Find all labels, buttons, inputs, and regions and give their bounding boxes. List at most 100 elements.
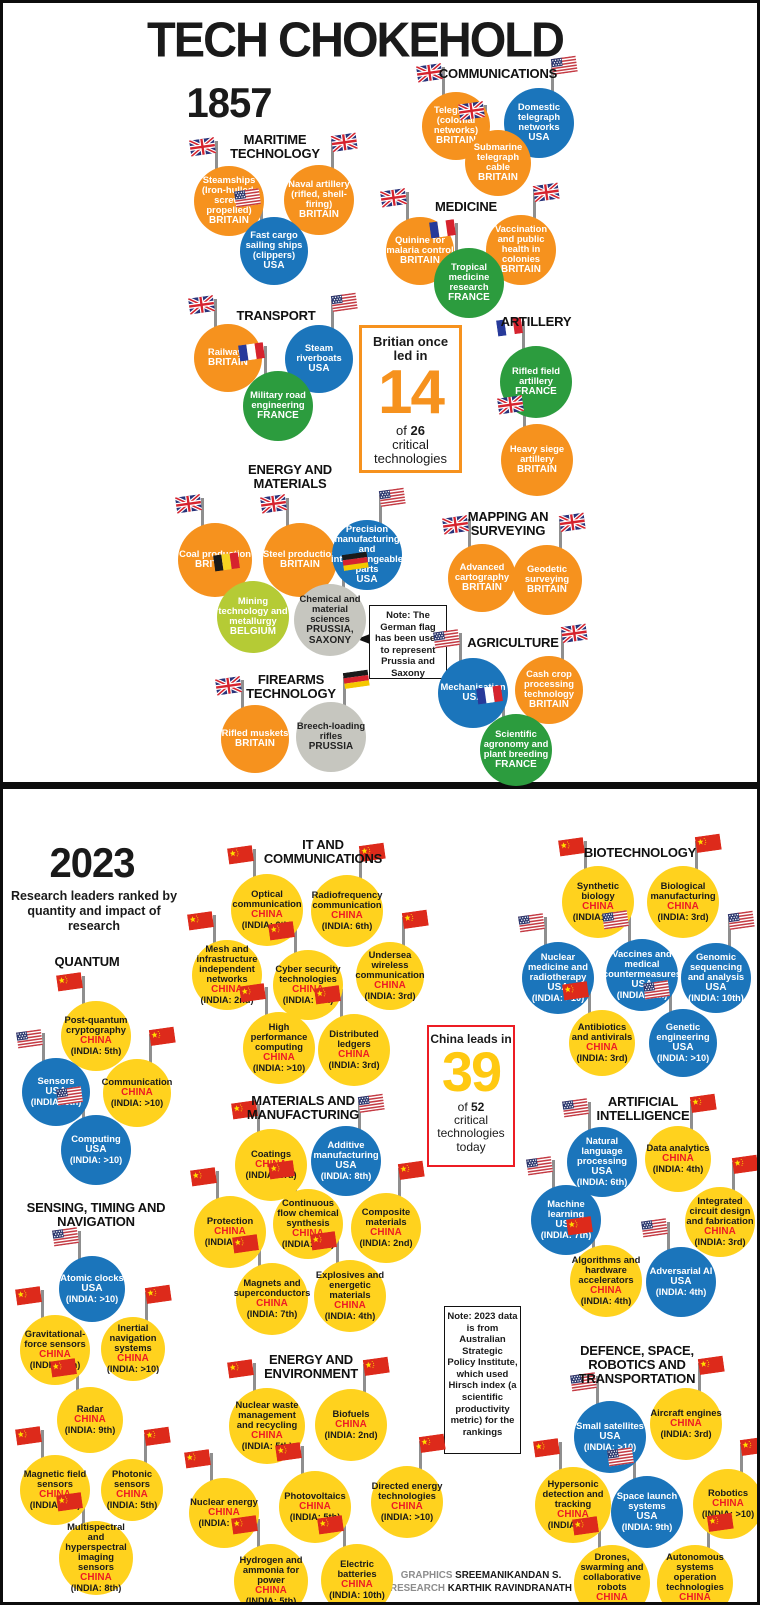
tech-bubble: Hydrogen and ammonia for power CHINA (INDI… xyxy=(234,1544,308,1602)
bubble-label: Distributed ledgers xyxy=(329,1028,379,1050)
bubble-country: BRITAIN xyxy=(207,357,248,369)
bubble-text: Genetic engineering USA (INDIA: >10) xyxy=(649,1022,717,1064)
bubble-label: Drones, swarming and collaborative robot… xyxy=(580,1551,644,1593)
bubble-text: Mechanisation USA xyxy=(438,682,508,704)
bubble-country: USA xyxy=(335,1160,357,1172)
tech-bubble: Heavy siege artillery BRITAIN xyxy=(501,424,573,496)
bubble-label: Tropical medicine research xyxy=(448,261,490,293)
bubble-text: Explosives and energetic materials CHINA(… xyxy=(314,1270,386,1322)
bubble-india-rank: (INDIA: 4th) xyxy=(282,994,334,1005)
bubble-country: CHINA xyxy=(211,984,243,996)
flag-pole xyxy=(401,917,405,947)
cluster-title-artificial-intelligence: ARTIFICIAL INTELLIGENCE xyxy=(596,1093,690,1123)
belgium-flag-icon xyxy=(213,552,240,572)
tech-bubble: Genetic engineering USA (INDIA: >10) xyxy=(649,1009,717,1077)
bubble-india-rank: (INDIA: >10) xyxy=(583,1441,637,1452)
bubble-india-rank: (INDIA: 6th) xyxy=(241,919,293,930)
flag-pole xyxy=(209,1453,213,1483)
bubble-label: Atomic clocks xyxy=(60,1272,124,1284)
tech-bubble: Cash crop processing technology BRITAIN xyxy=(515,656,583,724)
flag-pole xyxy=(587,985,591,1015)
bubble-india-rank: (INDIA: 4th) xyxy=(324,1310,376,1321)
china-flag-icon xyxy=(418,1433,446,1453)
flag-pole xyxy=(697,1363,701,1393)
bubble-country: BRITAIN xyxy=(500,264,541,276)
tech-bubble: Inertial navigation systems CHINA (INDIA: … xyxy=(101,1317,165,1381)
bubble-india-rank: (INDIA: 4th) xyxy=(655,1286,707,1297)
bubble-country: CHINA xyxy=(299,1501,331,1513)
bubble-india-rank: (INDIA: >10) xyxy=(656,1052,710,1063)
bubble-india-rank: (INDIA: >10) xyxy=(65,1293,119,1304)
bubble-india-rank: (INDIA: 6th) xyxy=(321,920,373,931)
bubble-text: Military road engineering FRANCE xyxy=(243,390,313,422)
bubble-label: Steel production xyxy=(263,548,337,560)
bubble-country: BRITAIN xyxy=(526,584,567,596)
tech-bubble: Biological manufacturing CHINA (INDIA: 3rd… xyxy=(647,866,719,938)
bubble-country: CHINA xyxy=(208,1507,240,1519)
bubble-text: Machine learning USA (INDIA: 7th) xyxy=(531,1199,601,1241)
flag-pole xyxy=(689,1101,693,1131)
bubble-country: USA xyxy=(670,1276,692,1288)
bubble-text: Radiofrequency communication CHINA (INDIA:… xyxy=(311,890,383,932)
bubble-text: Tropical medicine research FRANCE xyxy=(434,262,504,304)
usa-flag-icon xyxy=(526,1156,553,1176)
bubble-label: Undersea wireless communication xyxy=(355,949,425,981)
bubble-india-rank: (INDIA: 4th) xyxy=(652,1163,704,1174)
china-flag-icon xyxy=(231,1100,258,1120)
bubble-country: CHINA xyxy=(338,1049,370,1061)
bubble-country: USA xyxy=(636,1511,658,1523)
bubble-label: Integrated circuit design and fabricatio… xyxy=(686,1195,754,1227)
tech-bubble: Data analytics CHINA (INDIA: 4th) xyxy=(645,1126,711,1192)
flag-pole xyxy=(358,850,362,880)
credits-graphics-label: GRAPHICS xyxy=(400,1570,453,1581)
bubble-label: Submarine telegraph cable xyxy=(473,141,523,173)
bubble-text: Photonic sensors CHINA (INDIA: 5th) xyxy=(101,1469,163,1511)
bubble-india-rank: (INDIA: >10) xyxy=(110,1097,164,1108)
china-flag-icon xyxy=(143,1426,171,1446)
china-flag-icon xyxy=(731,1154,757,1174)
china-flag-icon xyxy=(397,1160,425,1180)
bubble-country: CHINA xyxy=(80,1035,112,1047)
tech-bubble: Biofuels CHINA (INDIA: 2nd) xyxy=(315,1389,387,1461)
flag-pole xyxy=(550,63,554,93)
china-flag-icon xyxy=(694,833,722,853)
china-flag-icon xyxy=(239,983,266,1003)
bubble-label: Vaccines and medical countermeasures xyxy=(602,948,682,980)
bubble-india-rank: (INDIA: 9th) xyxy=(621,1521,673,1532)
usa-flag-icon xyxy=(641,1218,668,1238)
bubble-text: Steamships (Iron-hulled, screw-propelled… xyxy=(194,175,264,227)
bubble-country: PRUSSIA, SAXONY xyxy=(306,624,354,646)
bubble-label: Nuclear energy xyxy=(190,1496,258,1508)
credits-graphics: GRAPHICS SREEMANIKANDAN S. xyxy=(331,1569,631,1582)
bubble-country: CHINA xyxy=(341,1579,373,1591)
flag-pole xyxy=(77,1231,81,1261)
bubble-text: Railways BRITAIN xyxy=(194,347,262,369)
usa-flag-icon xyxy=(607,1447,634,1467)
bubble-india-rank: (INDIA: 5th) xyxy=(616,989,668,1000)
bubble-text: Additive manufacturing USA (INDIA: 8th) xyxy=(311,1140,381,1182)
flag-pole xyxy=(200,498,204,528)
cluster-title-materials-and-manufacturing: MATERIALS AND MANUFACTURING xyxy=(246,1092,360,1122)
usa-flag-icon xyxy=(550,55,578,75)
bubble-text: Integrated circuit design and fabricatio… xyxy=(685,1196,755,1248)
china-flag-icon xyxy=(15,1426,42,1446)
tech-bubble: Photovoltaics CHINA (INDIA: 5th) xyxy=(279,1471,351,1543)
tech-bubble: Directed energy technologies CHINA (INDIA:… xyxy=(371,1466,443,1538)
bubble-label: Photonic sensors xyxy=(111,1468,153,1490)
bubble-label: Antibiotics and antivirals xyxy=(571,1021,633,1043)
bubble-text: Nuclear energy CHINA (INDIA: 3rd) xyxy=(189,1497,259,1529)
usa-flag-icon xyxy=(357,1093,385,1113)
tech-bubble: Aircraft engines CHINA (INDIA: 3rd) xyxy=(650,1388,722,1460)
bubble-text: Communication CHINA (INDIA: >10) xyxy=(102,1077,173,1109)
bubble-label: Nuclear waste management and recycling xyxy=(235,1399,299,1431)
bubble-text: Aircraft engines CHINA (INDIA: 3rd) xyxy=(650,1408,722,1440)
cluster-title-maritime-technology: MARITIME TECHNOLOGY xyxy=(230,131,320,161)
flag-pole xyxy=(252,1363,256,1393)
bubble-country: USA xyxy=(555,1219,577,1231)
bubble-text: Inertial navigation systems CHINA (INDIA: … xyxy=(101,1323,165,1375)
china-flag-icon xyxy=(50,1358,77,1378)
bubble-text: Drones, swarming and collaborative robot… xyxy=(574,1551,650,1602)
cluster-title-energy-and-environment: ENERGY AND ENVIRONMENT xyxy=(264,1351,358,1381)
bubble-text: Submarine telegraph cable BRITAIN xyxy=(465,142,531,184)
flag-pole xyxy=(694,841,698,871)
